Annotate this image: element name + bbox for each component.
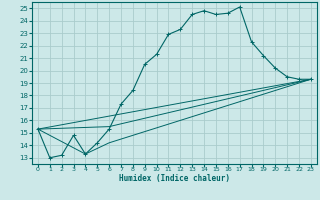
X-axis label: Humidex (Indice chaleur): Humidex (Indice chaleur) — [119, 174, 230, 183]
